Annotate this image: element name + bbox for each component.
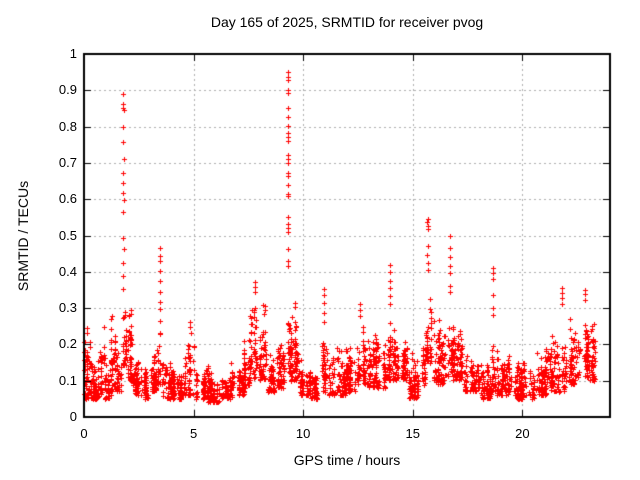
x-tick-label: 5: [189, 426, 198, 441]
y-tick-label: 0.4: [58, 263, 77, 279]
x-tick-label: 15: [405, 426, 420, 441]
y-tick-label: 0.3: [58, 300, 77, 316]
chart-title: Day 165 of 2025, SRMTID for receiver pvo…: [210, 14, 484, 30]
y-tick-label: 0: [69, 409, 77, 424]
y-tick-label: 0.8: [58, 118, 77, 134]
y-tick-label: 0.5: [58, 227, 77, 243]
x-tick-label: 20: [515, 426, 530, 441]
y-tick-label: 0.9: [58, 82, 77, 98]
y-tick-label: 0.2: [58, 336, 77, 352]
y-tick-label: 0.6: [58, 191, 77, 207]
y-tick-label: 0.7: [58, 154, 77, 170]
x-tick-label: 0: [80, 426, 88, 441]
y-tick-label: 0.1: [58, 372, 77, 388]
x-tick-label: 10: [295, 426, 311, 441]
x-axis-label: GPS time / hours: [293, 452, 401, 468]
y-tick-label: 1: [69, 46, 77, 61]
